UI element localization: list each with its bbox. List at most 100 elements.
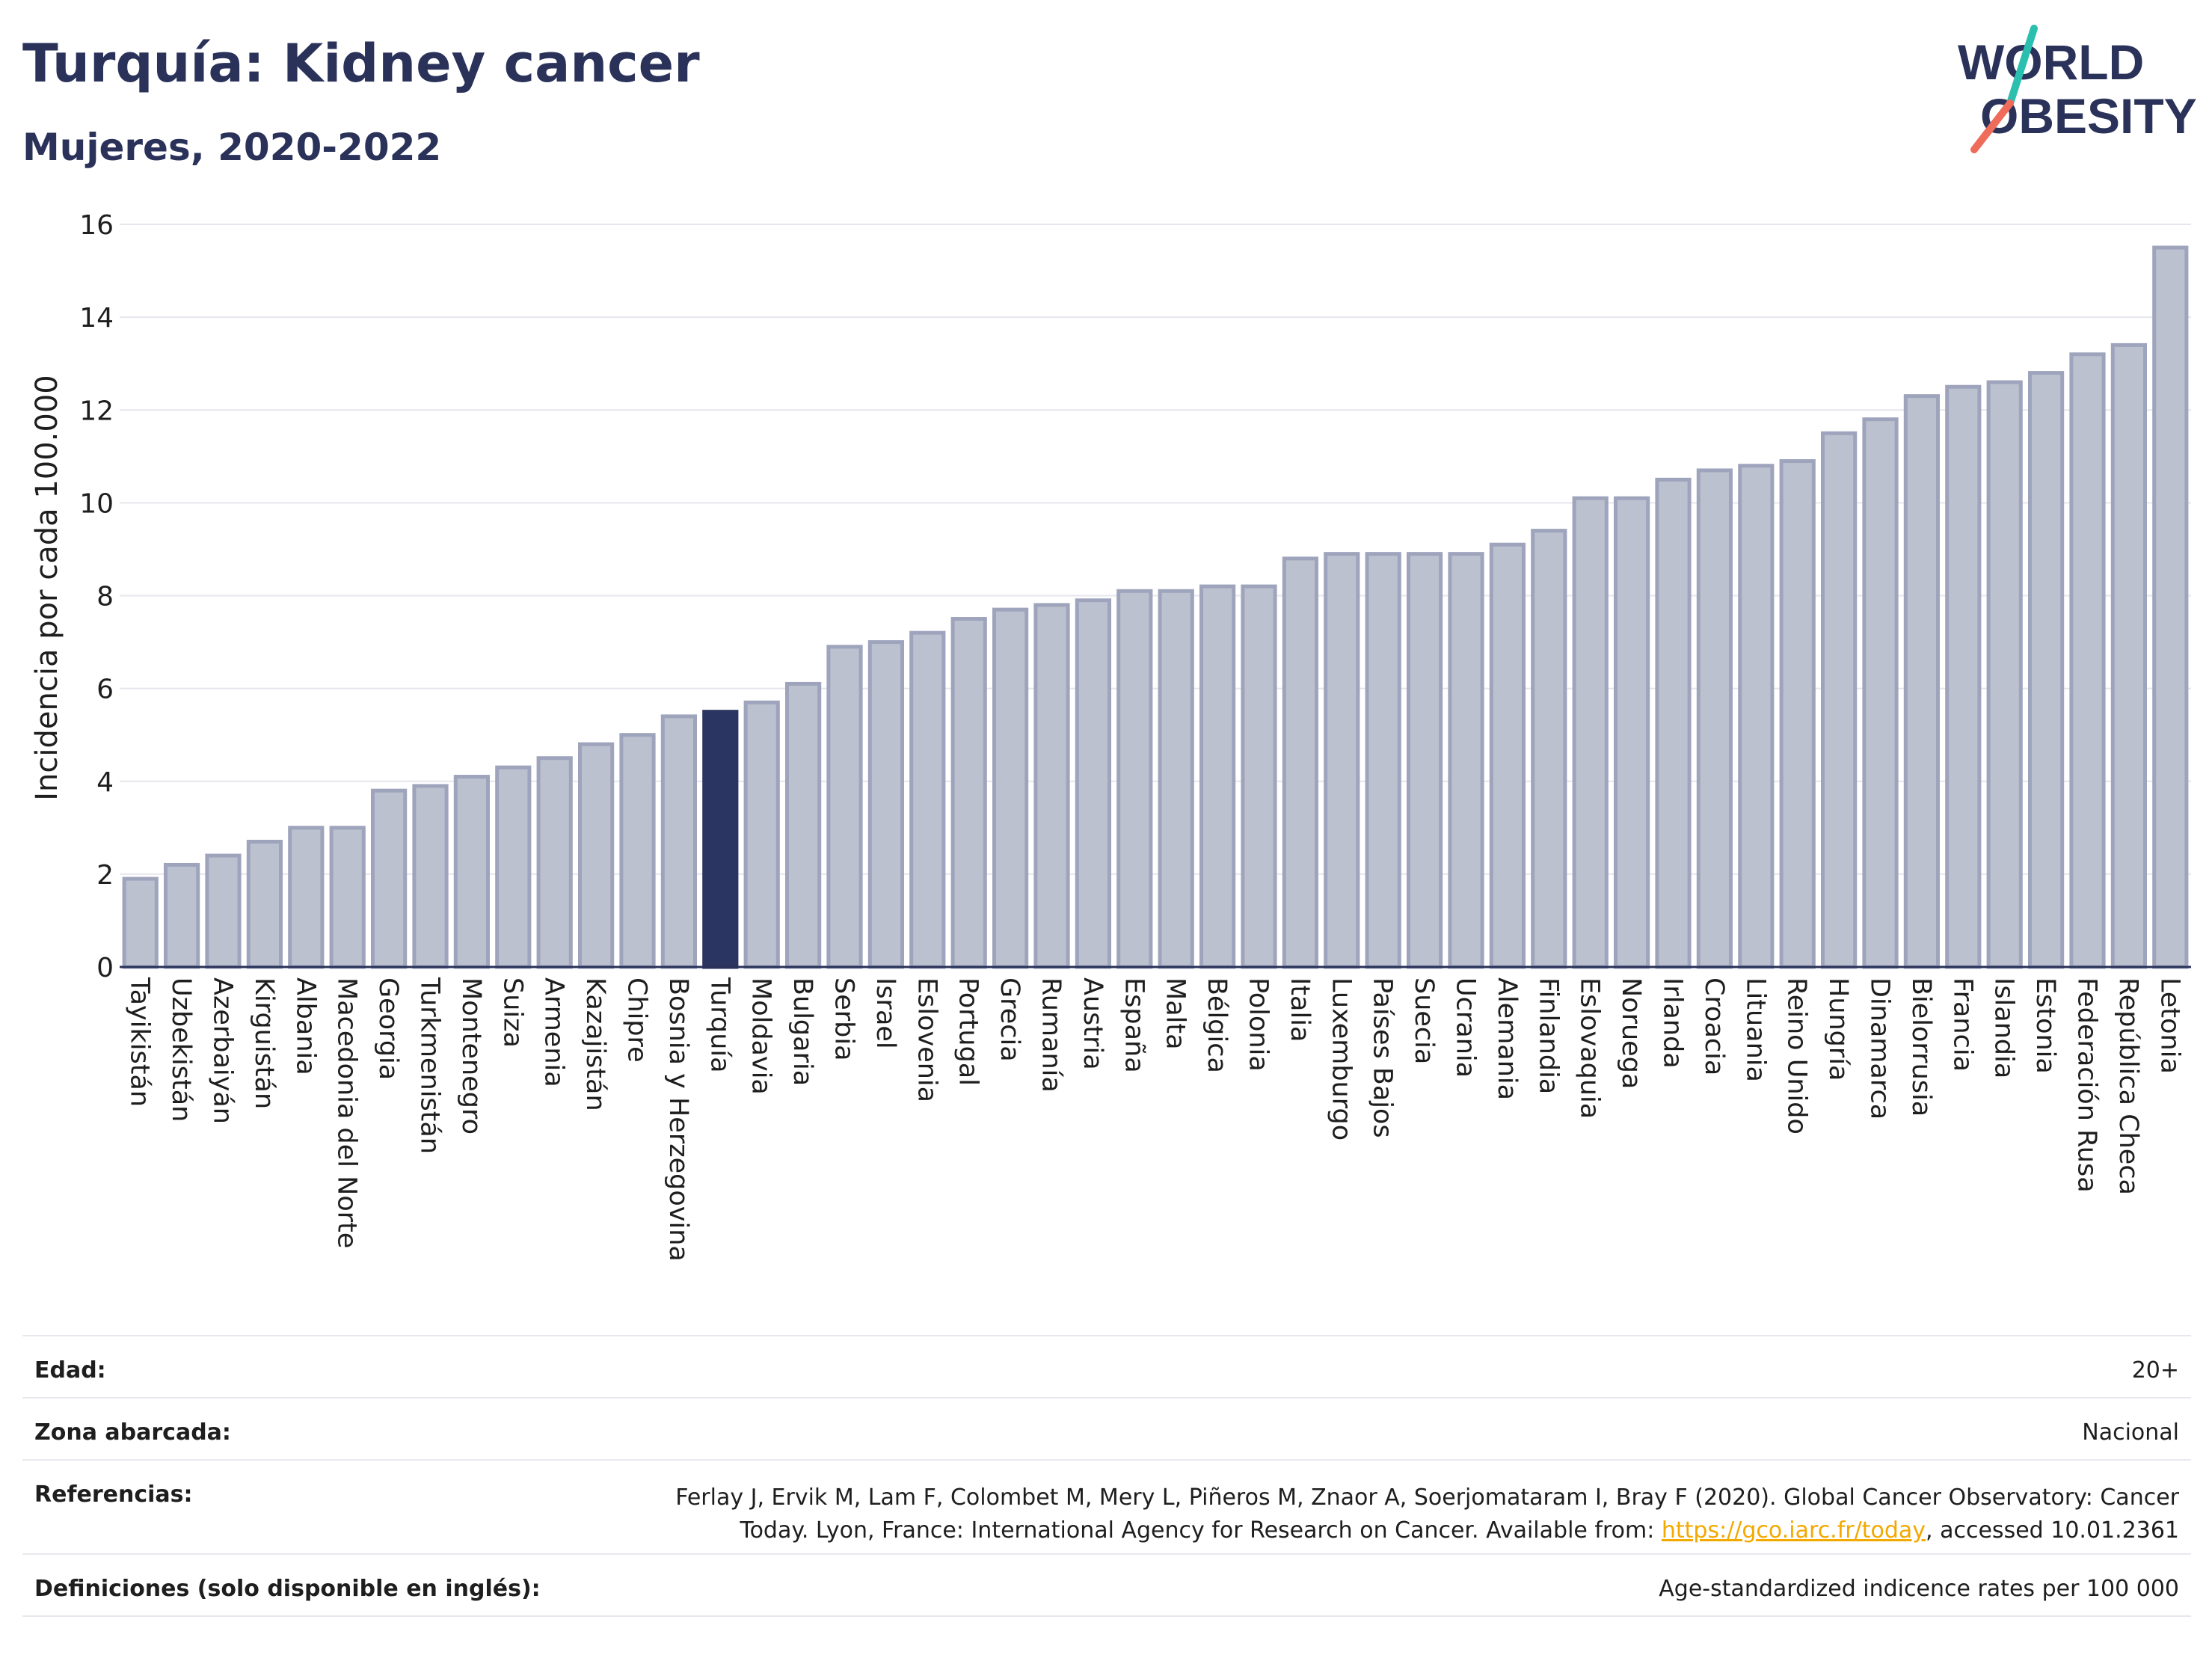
bar	[370, 788, 408, 969]
bar	[329, 826, 366, 969]
logo-slash-coral	[1970, 99, 2014, 153]
x-tick-label: Lituania	[1740, 977, 1770, 1082]
y-tick-labels: 0 2 4 6 8 10 12 14 16	[79, 210, 114, 983]
x-tick-label: Países Bajos	[1368, 977, 1398, 1138]
bar	[246, 839, 283, 969]
y-tick-label: 10	[79, 488, 114, 519]
x-tick-label: Suecia	[1409, 977, 1439, 1064]
x-tick-label: República Checa	[2113, 977, 2143, 1195]
x-tick-label: Kazajistán	[580, 977, 610, 1111]
bar	[495, 765, 532, 969]
x-tick-label: Macedonia del Norte	[332, 977, 362, 1248]
y-tick-label: 14	[79, 303, 114, 334]
edad-value: 20+	[2131, 1357, 2179, 1384]
x-tick-label: Azerbaiyán	[208, 977, 238, 1124]
x-tick-label: Serbia	[829, 977, 859, 1061]
bar	[1572, 496, 1609, 969]
bar	[1406, 552, 1443, 969]
bar	[1613, 496, 1650, 969]
bar	[1241, 584, 1277, 969]
bar	[163, 862, 200, 969]
x-tick-label: Suiza	[497, 977, 527, 1048]
bar	[2110, 343, 2148, 969]
bar	[1696, 468, 1733, 969]
edad-label: Edad:	[34, 1357, 106, 1384]
x-tick-label: Italia	[1285, 977, 1315, 1042]
bar	[1158, 589, 1194, 969]
x-tick-label: Bosnia y Herzegovina	[663, 977, 693, 1262]
x-tick-label: Turquía	[704, 977, 734, 1073]
bar	[1075, 598, 1112, 969]
x-tick-label: Luxemburgo	[1326, 977, 1356, 1140]
bar	[743, 700, 780, 969]
bar	[1862, 417, 1899, 969]
bar-chart: 0 2 4 6 8 10 12 14 16 Tayikistán Uzbekistán Azerba…	[30, 210, 2191, 1262]
x-tick-label: Georgia	[373, 977, 403, 1080]
bar	[784, 681, 822, 969]
bar	[1489, 542, 1526, 969]
bar	[536, 756, 573, 969]
x-tick-label: Bulgaria	[787, 977, 817, 1086]
bar	[867, 640, 905, 969]
referencias-link[interactable]: https://gco.iarc.fr/today	[1661, 1517, 1926, 1544]
y-tick-label: 6	[96, 675, 114, 705]
x-tick-label: Ucrania	[1451, 977, 1481, 1078]
bar	[1282, 556, 1319, 969]
referencias-label: Referencias:	[34, 1481, 193, 1508]
referencias-line-2-pre: Today. Lyon, France: International Agenc…	[740, 1517, 1662, 1544]
referencias-value: Ferlay J, Ervik M, Lam F, Colombet M, Me…	[675, 1481, 2179, 1547]
x-tick-label: Hungría	[1823, 977, 1853, 1081]
x-tick-label: Armenia	[539, 977, 569, 1087]
bar	[412, 784, 449, 969]
bar	[1986, 380, 2023, 969]
bar	[453, 775, 491, 969]
y-tick-label: 8	[96, 582, 114, 612]
zona-label: Zona abarcada:	[34, 1419, 231, 1446]
x-tick-label: Uzbekistán	[166, 977, 196, 1122]
x-tick-label: Finlandia	[1533, 977, 1563, 1094]
x-tick-label: Reino Unido	[1782, 977, 1812, 1134]
y-axis-label: Incidencia por cada 100.000	[30, 375, 64, 801]
bar	[1199, 584, 1236, 969]
x-tick-label: Islandia	[1989, 977, 2019, 1078]
referencias-line-2-post: , accessed 10.01.2361	[1926, 1517, 2179, 1544]
y-tick-label: 12	[79, 396, 114, 426]
bar	[122, 876, 159, 969]
x-tick-labels: Tayikistán Uzbekistán Azerbaiyán Kirguistán…	[125, 977, 2185, 1262]
bar	[1655, 477, 1692, 969]
zona-value: Nacional	[2082, 1419, 2179, 1446]
bar	[660, 714, 698, 969]
separator	[22, 1615, 2191, 1617]
x-tick-label: Chipre	[622, 977, 652, 1063]
x-tick-label: Bielorrusia	[1906, 977, 1936, 1117]
bar	[992, 607, 1029, 969]
bars	[122, 245, 2189, 969]
x-tick-label: Turkmenistán	[415, 977, 445, 1154]
bar	[2069, 352, 2106, 969]
x-tick-label: España	[1119, 977, 1149, 1073]
y-tick-label: 0	[96, 953, 114, 983]
chart-subtitle: Mujeres, 2020-2022	[22, 126, 442, 169]
separator	[22, 1335, 2191, 1336]
logo-slash-teal	[2006, 25, 2038, 107]
bar	[1365, 552, 1401, 969]
x-tick-label: Kirguistán	[249, 977, 279, 1109]
x-tick-label: Federación Rusa	[2072, 977, 2102, 1193]
x-tick-label: Bélgica	[1202, 977, 1232, 1073]
x-tick-label: Tayikistán	[125, 977, 155, 1107]
bar	[1448, 552, 1484, 969]
logo-word-obesity: OBESITY	[1980, 88, 2197, 144]
bar	[2027, 371, 2065, 969]
definiciones-label: Definiciones (solo disponible en inglés)…	[34, 1576, 541, 1602]
separator	[22, 1553, 2191, 1555]
bar	[1033, 603, 1070, 969]
x-tick-label: Letonia	[2154, 977, 2184, 1074]
referencias-line-1: Ferlay J, Ervik M, Lam F, Colombet M, Me…	[675, 1484, 2179, 1511]
x-tick-label: Estonia	[2030, 977, 2060, 1074]
x-tick-label: Eslovenia	[912, 977, 941, 1102]
x-tick-label: Austria	[1078, 977, 1107, 1070]
bar	[205, 853, 242, 969]
bar	[950, 617, 987, 969]
x-tick-label: Irlanda	[1658, 977, 1688, 1069]
bar	[1531, 529, 1567, 969]
